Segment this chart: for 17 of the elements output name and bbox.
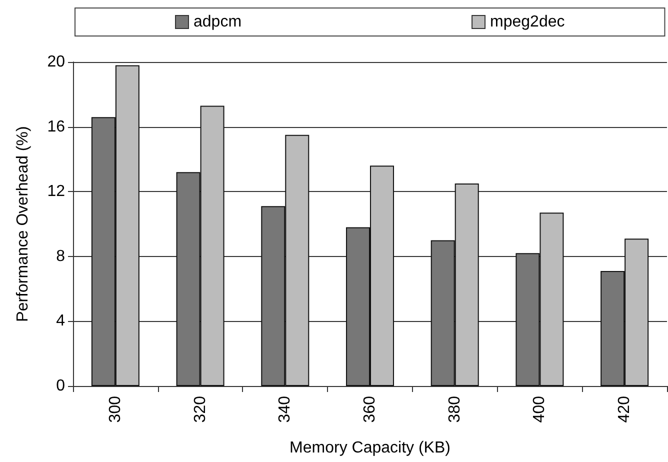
- y-axis-title: Performance Overhead (%): [14, 126, 32, 322]
- y-tick-label: 4: [56, 312, 66, 330]
- y-tick-label: 20: [47, 54, 66, 70]
- x-tick-label: 380: [446, 396, 464, 423]
- y-tick-label: 8: [56, 248, 66, 265]
- x-tick-label: 420: [616, 396, 634, 423]
- y-tick-label: 12: [47, 183, 66, 200]
- y-tick-label: 0: [56, 378, 66, 394]
- x-tick-label: 320: [192, 396, 209, 423]
- x-tick-label: 360: [362, 396, 378, 423]
- x-tick-label: 340: [276, 396, 294, 423]
- legend-label: adpcm: [194, 14, 242, 30]
- y-tick-label: 16: [47, 118, 66, 136]
- x-axis-title: Memory Capacity (KB): [290, 440, 450, 456]
- x-tick-label: 300: [106, 396, 124, 423]
- x-tick-label: 400: [531, 396, 548, 423]
- legend-label: mpeg2dec: [490, 14, 565, 30]
